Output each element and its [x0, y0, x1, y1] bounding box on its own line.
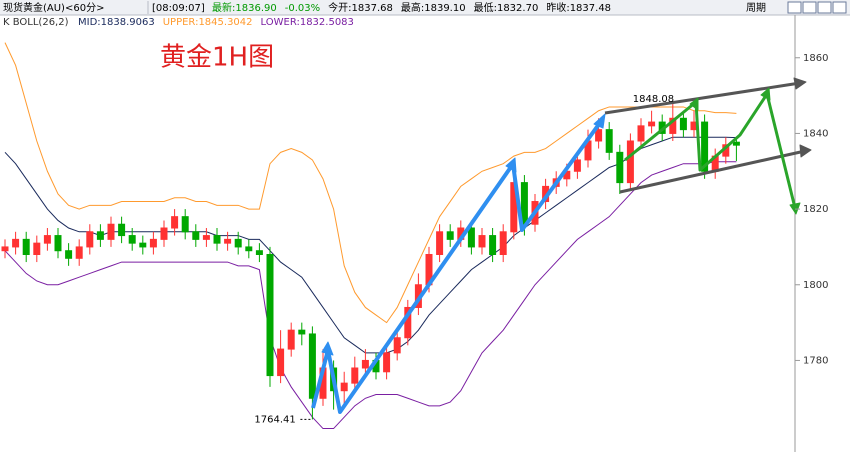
period-button[interactable]: 周期	[746, 2, 766, 14]
quote-field: 最低:1832.70	[474, 1, 539, 14]
candle-body	[128, 235, 136, 244]
candle-body	[224, 238, 232, 244]
indicator-value: UPPER:1845.3042	[163, 17, 253, 28]
channel-top	[604, 81, 801, 115]
arrow-head	[505, 157, 517, 173]
candle-body	[202, 235, 210, 240]
symbol: 现货黄金(AU)<60分>	[3, 1, 104, 14]
candle-body	[361, 359, 369, 369]
candle-body	[648, 121, 656, 127]
candle-body	[33, 242, 41, 255]
tool-button[interactable]	[787, 1, 802, 14]
candle-body	[287, 329, 295, 350]
candle-body	[616, 151, 624, 184]
y-tick-label: 1780	[803, 355, 828, 366]
candle-body	[298, 329, 306, 335]
candle-body	[679, 117, 687, 131]
candle-body	[213, 235, 221, 244]
candle-body	[605, 129, 613, 153]
low-annotation: 1764.41	[254, 414, 295, 425]
arrow-head	[760, 87, 771, 101]
y-tick-label: 1860	[803, 53, 828, 64]
y-tick-label: 1840	[803, 128, 828, 139]
candle-body	[446, 231, 454, 240]
candle-body	[266, 253, 274, 377]
candle-body	[277, 348, 285, 377]
candle-body	[234, 238, 242, 248]
boll-line	[4, 42, 737, 324]
arrow-head	[789, 202, 801, 215]
candle-body	[118, 223, 126, 237]
candle-body	[489, 235, 497, 255]
candle-body	[245, 246, 253, 252]
candle-body	[171, 216, 179, 229]
boll-line	[4, 161, 737, 430]
candle-body	[160, 227, 168, 240]
candle-body	[595, 129, 603, 142]
candle-body	[75, 246, 83, 259]
candle-body	[467, 227, 475, 248]
candle-body	[255, 250, 263, 255]
boll-line	[4, 136, 737, 354]
candle-body	[86, 231, 94, 248]
candle-body	[1, 246, 9, 252]
candle-body	[478, 235, 486, 248]
quote-field: 最新:1836.90	[212, 1, 277, 14]
candle-body	[149, 238, 157, 248]
blue-arrow	[311, 118, 604, 414]
arrow-head	[689, 97, 699, 111]
candle-body	[701, 121, 709, 172]
arrow-head	[321, 341, 334, 356]
indicator: K BOLL(26,2)	[3, 17, 69, 28]
candle-body	[22, 238, 30, 255]
toolbar	[787, 1, 847, 14]
time: [08:09:07]	[152, 3, 205, 14]
candle-body	[499, 231, 507, 255]
green-arrow	[624, 92, 797, 209]
candle-body	[351, 367, 359, 384]
candle-body	[139, 242, 147, 248]
candle-body	[383, 352, 391, 373]
header-bar	[0, 0, 850, 15]
candle-body	[107, 223, 115, 240]
annotation-arrows	[311, 77, 812, 414]
candle-body	[308, 333, 316, 399]
arrow-head	[593, 113, 606, 129]
quote-field: 最高:1839.10	[401, 1, 466, 14]
candle-body	[96, 231, 104, 240]
candle-body	[65, 250, 73, 259]
tool-button[interactable]	[802, 1, 817, 14]
high-annotation: 1848.08	[633, 94, 674, 105]
candle-body	[573, 159, 581, 172]
candle-body	[393, 337, 401, 354]
y-tick-label: 1800	[803, 280, 828, 291]
channel-bottom	[619, 149, 806, 194]
candle-body	[732, 141, 740, 146]
candle-body	[43, 235, 51, 244]
y-tick-label: 1820	[803, 204, 828, 215]
arrow-head	[799, 144, 812, 158]
candle-body	[192, 231, 200, 240]
candle-body	[669, 117, 677, 134]
candle-body	[181, 216, 189, 233]
arrow-head	[793, 77, 807, 90]
candle-body	[54, 235, 62, 252]
quote-field: 今开:1837.68	[328, 1, 393, 14]
candle-body	[626, 140, 634, 184]
candle-body	[12, 238, 20, 248]
tool-button[interactable]	[817, 1, 832, 14]
indicator-value: MID:1838.9063	[78, 17, 155, 28]
candle-body	[637, 125, 645, 142]
candle-body	[436, 231, 444, 255]
candle-body	[340, 382, 348, 392]
chart-title: 黄金1H图	[160, 43, 274, 73]
quote-field: -0.03%	[285, 3, 320, 14]
indicator-value: LOWER:1832.5083	[261, 17, 354, 28]
quote-field: 昨收:1837.48	[546, 1, 611, 14]
tool-button[interactable]	[832, 1, 847, 14]
